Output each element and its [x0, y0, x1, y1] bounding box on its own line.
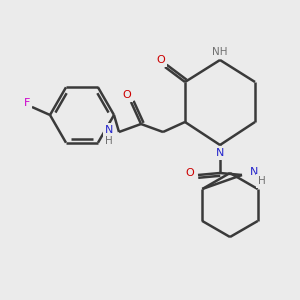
- Text: NH: NH: [212, 47, 228, 57]
- Text: F: F: [24, 98, 30, 108]
- Text: O: O: [186, 168, 194, 178]
- Text: N: N: [216, 148, 224, 158]
- Text: N: N: [105, 125, 113, 135]
- Text: N: N: [250, 167, 258, 177]
- Text: O: O: [123, 90, 131, 100]
- Text: O: O: [157, 55, 165, 65]
- Text: H: H: [258, 176, 266, 186]
- Text: H: H: [105, 136, 113, 146]
